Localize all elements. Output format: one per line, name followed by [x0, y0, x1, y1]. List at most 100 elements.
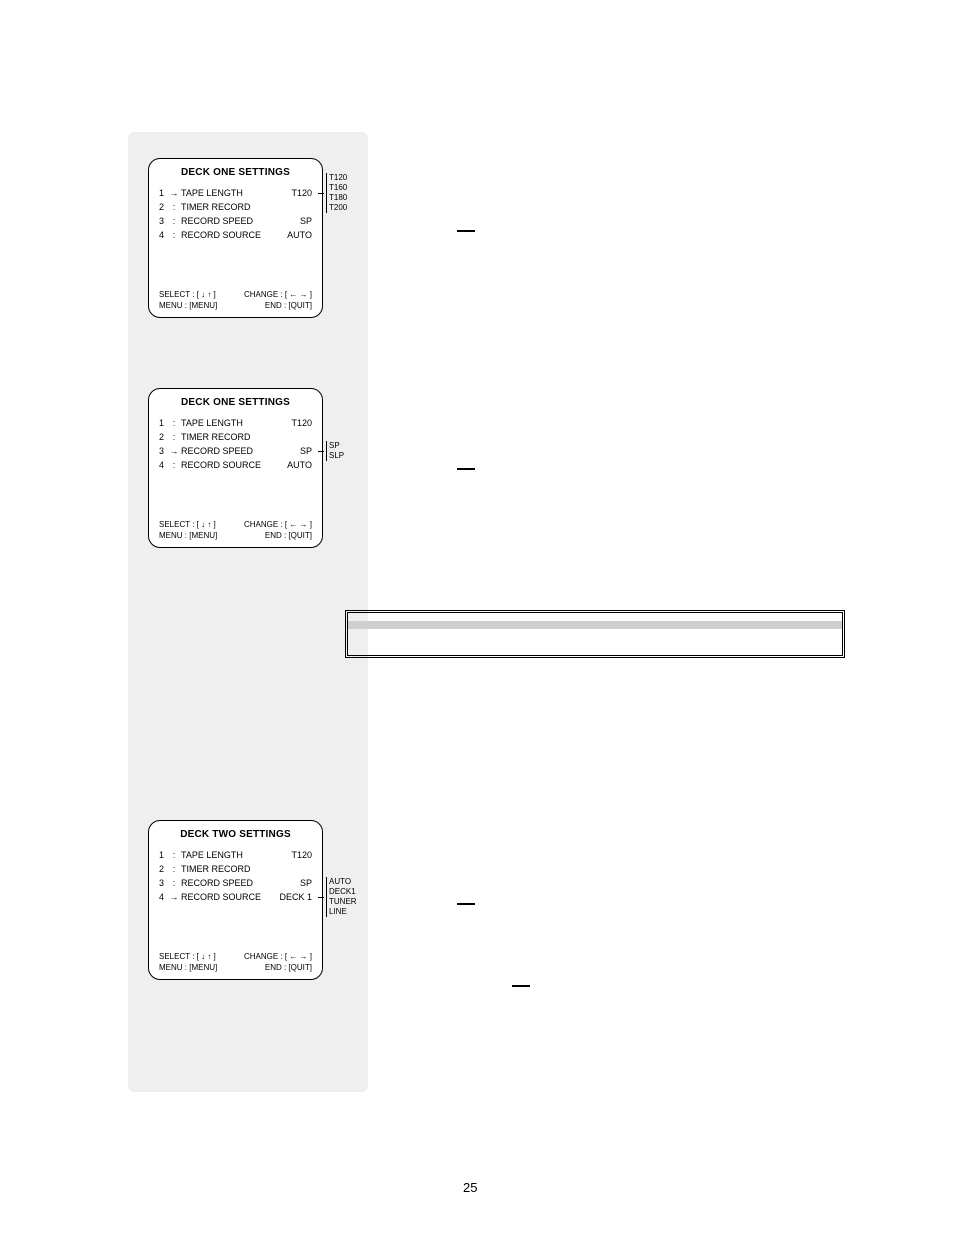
menu-row[interactable]: 1→TAPE LENGTHT120	[159, 186, 312, 200]
instruction-step	[455, 458, 477, 475]
cell	[595, 637, 719, 645]
menu-row[interactable]: 2:TIMER RECORD	[159, 862, 312, 876]
row-label: RECORD SOURCE	[179, 460, 274, 470]
row-label: RECORD SPEED	[179, 446, 274, 456]
row-arrow-icon: :	[169, 202, 179, 212]
menu-row[interactable]: 2:TIMER RECORD	[159, 200, 312, 214]
menu-row[interactable]: 4:RECORD SOURCEAUTO	[159, 228, 312, 242]
row-label: RECORD SOURCE	[179, 892, 274, 902]
option-item: T120	[329, 173, 347, 183]
option-item: DECK1	[329, 887, 357, 897]
instruction-step	[455, 220, 477, 237]
row-arrow-icon: :	[169, 216, 179, 226]
row-arrow-icon: :	[169, 878, 179, 888]
row-number: 2	[159, 202, 169, 212]
row-number: 1	[159, 850, 169, 860]
screen-title: DECK ONE SETTINGS	[159, 397, 312, 408]
row-number: 3	[159, 878, 169, 888]
cell	[595, 629, 719, 637]
option-item: T160	[329, 183, 347, 193]
osd-screen: DECK TWO SETTINGS1:TAPE LENGTHT1202:TIME…	[148, 820, 323, 980]
instruction-step	[455, 893, 477, 910]
row-arrow-icon: →	[169, 446, 179, 456]
cell	[472, 629, 596, 637]
row-label: TIMER RECORD	[179, 864, 274, 874]
step-number-box	[457, 468, 475, 470]
cell	[472, 621, 596, 629]
cell	[348, 637, 472, 645]
row-number: 1	[159, 418, 169, 428]
row-arrow-icon: →	[169, 892, 179, 902]
option-item: T180	[329, 193, 347, 203]
row-number: 3	[159, 216, 169, 226]
row-value: T120	[274, 188, 312, 198]
row-value: DECK 1	[274, 892, 312, 902]
page: DECK ONE SETTINGS1→TAPE LENGTHT1202:TIME…	[0, 0, 954, 1235]
menu-row[interactable]: 2:TIMER RECORD	[159, 430, 312, 444]
option-item: SP	[329, 441, 344, 451]
screen-footer: SELECT : [ ↓ ↑ ]CHANGE : [ ← → ]MENU : […	[159, 289, 312, 311]
cell	[719, 621, 843, 629]
row-number: 3	[159, 446, 169, 456]
row-number: 4	[159, 892, 169, 902]
row-label: RECORD SPEED	[179, 216, 274, 226]
option-connector	[318, 193, 324, 194]
menu-row[interactable]: 4→RECORD SOURCEDECK 1	[159, 890, 312, 904]
row-value: SP	[274, 446, 312, 456]
screen-title: DECK ONE SETTINGS	[159, 167, 312, 178]
table-row	[348, 637, 842, 645]
menu-row[interactable]: 3:RECORD SPEEDSP	[159, 214, 312, 228]
option-callout: AUTODECK1TUNERLINE	[326, 877, 357, 917]
row-value: SP	[274, 216, 312, 226]
row-arrow-icon: :	[169, 418, 179, 428]
row-arrow-icon: :	[169, 850, 179, 860]
step-number-box	[512, 985, 530, 987]
row-label: TIMER RECORD	[179, 202, 274, 212]
option-callout: SPSLP	[326, 441, 344, 461]
cell	[348, 621, 472, 629]
col-header-3	[719, 613, 843, 621]
cell	[595, 621, 719, 629]
menu-row[interactable]: 3→RECORD SPEEDSP	[159, 444, 312, 458]
screen-footer: SELECT : [ ↓ ↑ ]CHANGE : [ ← → ]MENU : […	[159, 951, 312, 973]
screen-title: DECK TWO SETTINGS	[159, 829, 312, 840]
col-header-0	[348, 613, 472, 621]
cell	[472, 645, 596, 655]
col-header-1	[472, 613, 596, 621]
cell	[472, 637, 596, 645]
row-number: 2	[159, 432, 169, 442]
row-value: SP	[274, 878, 312, 888]
page-number: 25	[463, 1180, 477, 1195]
row-arrow-icon: :	[169, 230, 179, 240]
row-value: AUTO	[274, 460, 312, 470]
table-row	[348, 621, 842, 629]
menu-row[interactable]: 1:TAPE LENGTHT120	[159, 416, 312, 430]
row-value: AUTO	[274, 230, 312, 240]
option-item: T200	[329, 203, 347, 213]
option-connector	[318, 897, 324, 898]
cell	[348, 645, 472, 655]
row-number: 4	[159, 460, 169, 470]
row-arrow-icon: :	[169, 432, 179, 442]
row-label: TAPE LENGTH	[179, 850, 274, 860]
option-item: SLP	[329, 451, 344, 461]
cell	[348, 629, 472, 637]
option-item: LINE	[329, 907, 357, 917]
menu-row[interactable]: 1:TAPE LENGTHT120	[159, 848, 312, 862]
menu-row[interactable]: 4:RECORD SOURCEAUTO	[159, 458, 312, 472]
row-label: TAPE LENGTH	[179, 188, 274, 198]
osd-screen: DECK ONE SETTINGS1:TAPE LENGTHT1202:TIME…	[148, 388, 323, 548]
row-label: RECORD SPEED	[179, 878, 274, 888]
row-value: T120	[274, 418, 312, 428]
menu-row[interactable]: 3:RECORD SPEEDSP	[159, 876, 312, 890]
cell	[719, 645, 843, 655]
row-label: RECORD SOURCE	[179, 230, 274, 240]
row-value: T120	[274, 850, 312, 860]
table-header-row	[348, 613, 842, 621]
instruction-step	[510, 975, 532, 992]
table-row	[348, 645, 842, 655]
tape-speed-table	[345, 610, 845, 658]
step-number-box	[457, 230, 475, 232]
row-label: TAPE LENGTH	[179, 418, 274, 428]
option-item: TUNER	[329, 897, 357, 907]
